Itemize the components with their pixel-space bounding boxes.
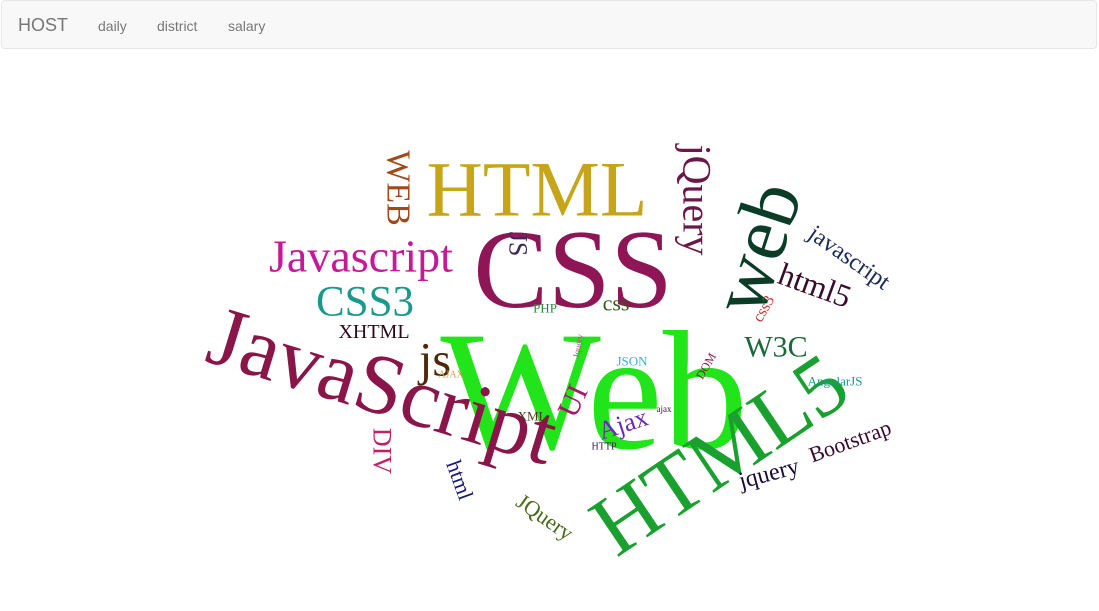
word-css: CSS (473, 208, 672, 332)
word-json: JSON (616, 354, 648, 369)
word-div: DIV (368, 428, 397, 474)
word-jquery: Jquery (571, 333, 585, 359)
brand-link[interactable]: HOST (18, 15, 69, 35)
word-css: css (603, 291, 630, 316)
word-jquery: JQuery (512, 489, 578, 546)
word-w3c: W3C (744, 331, 807, 364)
word-jquery: jQuery (675, 142, 720, 255)
word-ajax: AJAX (438, 370, 464, 381)
nav-link-salary[interactable]: salary (228, 18, 266, 34)
word-php: PHP (533, 301, 557, 316)
word-xhtml: XHTML (338, 321, 409, 343)
word-web: Web (440, 297, 747, 485)
word-html: HTML (427, 146, 648, 233)
word-http: HTTP (592, 442, 617, 453)
word-js: JS (504, 232, 533, 257)
word-js: js (417, 334, 451, 387)
nav-link-district[interactable]: district (157, 18, 198, 34)
word-web: WEB (380, 150, 417, 226)
word-javascript: Javascript (269, 231, 453, 282)
nav-link-daily[interactable]: daily (98, 18, 127, 34)
word-xml: XML (518, 409, 547, 424)
word-ajax: ajax (657, 404, 672, 414)
navbar: HOST daily district salary (1, 0, 1097, 49)
word-css3: CSS3 (316, 279, 414, 326)
word-angularjs: AngularJS (808, 374, 863, 389)
